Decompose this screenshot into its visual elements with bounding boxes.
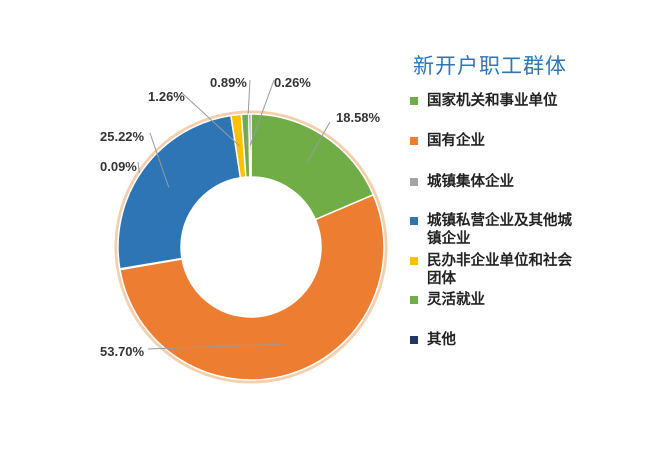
data-label-3: 25.22% bbox=[100, 129, 145, 144]
legend-swatch-0 bbox=[410, 97, 418, 105]
leader-line-5 bbox=[246, 79, 251, 146]
donut-outer-ring bbox=[114, 110, 388, 384]
donut-slice-6 bbox=[248, 113, 252, 178]
data-label-4: 1.26% bbox=[148, 89, 185, 104]
legend-label-5: 灵活就业 bbox=[427, 292, 485, 308]
data-label-2: 0.09% bbox=[100, 159, 137, 174]
data-label-1: 53.70% bbox=[100, 344, 145, 359]
leader-line-0 bbox=[306, 121, 331, 163]
legend-label-6: 其他 bbox=[427, 332, 456, 348]
data-label-6: 0.26% bbox=[274, 75, 311, 90]
legend-swatch-4 bbox=[410, 257, 418, 265]
legend-label-1: 国有企业 bbox=[427, 133, 485, 149]
leader-line-1 bbox=[147, 343, 280, 350]
legend-swatch-1 bbox=[410, 137, 418, 145]
donut-slice-0 bbox=[250, 113, 375, 221]
data-label-0: 18.58% bbox=[336, 110, 381, 125]
leader-line-6 bbox=[249, 79, 275, 146]
leader-line-3 bbox=[149, 132, 170, 188]
donut-slice-1 bbox=[119, 193, 385, 381]
chart-title: 新开户职工群体 bbox=[413, 54, 567, 78]
legend-swatch-6 bbox=[410, 336, 418, 344]
legend-label-3: 城镇私营企业及其他城镇企业 bbox=[427, 213, 572, 247]
legend-label-2: 城镇集体企业 bbox=[427, 174, 514, 190]
data-label-5: 0.89% bbox=[210, 75, 247, 90]
legend-label-4: 民办非企业单位和社会团体 bbox=[427, 253, 572, 287]
legend-swatch-5 bbox=[410, 296, 418, 304]
leader-line-4 bbox=[181, 92, 241, 147]
donut-slice-3 bbox=[117, 114, 242, 270]
legend-swatch-2 bbox=[410, 178, 418, 186]
legend-swatch-3 bbox=[410, 217, 418, 225]
legend-label-0: 国家机关和事业单位 bbox=[427, 93, 558, 109]
